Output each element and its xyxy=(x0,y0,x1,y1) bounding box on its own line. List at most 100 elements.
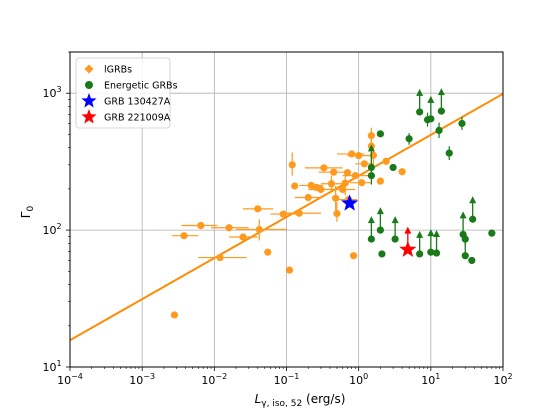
data-point-star xyxy=(341,194,359,211)
x-axis-title: Lγ, iso, 52 (erg/s) xyxy=(255,392,346,409)
lower-limit-arrow-head xyxy=(367,144,375,152)
legend-label: GRB 221009A xyxy=(104,113,171,124)
lower-limit-arrow-head xyxy=(404,226,412,234)
data-point xyxy=(343,169,352,177)
data-point xyxy=(378,250,386,258)
data-point xyxy=(255,225,263,234)
data-point xyxy=(367,172,375,180)
data-point xyxy=(216,253,224,262)
data-point xyxy=(225,224,233,232)
series-grb-221009a xyxy=(399,226,417,257)
data-point xyxy=(405,135,413,143)
lower-limit-arrow-head xyxy=(459,211,467,219)
data-point xyxy=(197,221,205,230)
series-energetic-grbs xyxy=(367,88,496,265)
data-point xyxy=(367,132,375,140)
legend-marker-circle xyxy=(85,81,93,89)
data-point xyxy=(358,179,366,187)
data-point xyxy=(391,235,399,243)
data-point xyxy=(435,126,443,134)
data-point xyxy=(348,150,356,158)
data-marks xyxy=(170,88,496,319)
data-point xyxy=(398,168,406,176)
legend-marker-star xyxy=(81,109,97,124)
data-point xyxy=(330,168,338,176)
data-point xyxy=(341,179,349,187)
lower-limit-arrow-head xyxy=(416,88,424,96)
data-point xyxy=(180,232,188,240)
data-point xyxy=(376,130,384,138)
x-tick-label: 102 xyxy=(493,372,512,387)
lower-limit-arrow-head xyxy=(433,230,441,238)
x-axis-title-unit: (erg/s) xyxy=(302,392,345,406)
data-point xyxy=(333,209,341,218)
data-point xyxy=(320,164,328,172)
data-point xyxy=(170,311,179,319)
data-point xyxy=(360,160,368,168)
data-point xyxy=(376,177,384,185)
data-point xyxy=(351,172,359,180)
data-point xyxy=(427,248,435,256)
lower-limit-arrow-head xyxy=(469,196,477,204)
data-point xyxy=(416,108,424,116)
lower-limit-arrow-head xyxy=(416,230,424,238)
data-point xyxy=(239,233,247,241)
data-point xyxy=(254,205,262,213)
legend-marker-diamond xyxy=(84,64,94,74)
y-axis-title: Γ0 xyxy=(19,206,36,219)
data-point xyxy=(279,210,287,218)
y-tick-label: 101 xyxy=(42,359,61,374)
y-tick-label: 103 xyxy=(42,85,61,100)
x-tick-label: 100 xyxy=(349,372,368,387)
x-tick-label: 10−1 xyxy=(274,372,300,387)
data-point xyxy=(416,250,424,258)
axes: 10−4 10−3 10−2 10−1 100 101 102 101 102 103 xyxy=(42,51,513,387)
data-point xyxy=(427,115,435,123)
lower-limit-arrow-head xyxy=(427,229,435,237)
legend: lGRBs Energetic GRBs GRB 130427A GRB 221009… xyxy=(75,57,178,129)
x-axis-title-subscript: γ, iso, 52 xyxy=(261,399,302,409)
data-point xyxy=(458,119,466,128)
data-point xyxy=(367,235,375,243)
data-point xyxy=(437,107,445,115)
legend-frame xyxy=(75,57,171,129)
data-point xyxy=(461,235,469,243)
data-point xyxy=(285,266,294,274)
lower-limit-arrow-head xyxy=(391,216,399,224)
data-point xyxy=(317,185,325,194)
data-point xyxy=(264,248,272,256)
data-point xyxy=(468,256,476,265)
data-point xyxy=(367,163,375,172)
data-point xyxy=(332,194,340,202)
lower-limit-arrow-head xyxy=(437,88,445,96)
data-point xyxy=(469,215,477,223)
data-point xyxy=(291,182,299,190)
lower-limit-arrow-head xyxy=(427,95,435,103)
legend-marker-star xyxy=(81,93,97,108)
y-tick-label: 102 xyxy=(42,222,61,237)
data-point xyxy=(349,252,358,260)
data-point xyxy=(389,163,397,172)
data-point xyxy=(432,249,441,257)
x-tick-label: 10−3 xyxy=(129,372,155,387)
fit-line-group xyxy=(69,92,504,342)
data-point xyxy=(288,161,296,169)
data-point xyxy=(327,180,336,188)
x-tick-label: 10−2 xyxy=(201,372,227,387)
series-grb-130427a xyxy=(341,194,359,211)
y-axis-title-symbol: Γ xyxy=(19,211,33,218)
lower-limit-arrow-head xyxy=(376,207,384,215)
fit-line xyxy=(69,92,504,342)
data-point xyxy=(295,209,303,217)
y-axis-title-subscript: 0 xyxy=(26,206,36,212)
data-point xyxy=(382,157,390,165)
data-point xyxy=(461,252,469,260)
x-tick-label: 10−4 xyxy=(57,372,83,387)
data-point xyxy=(445,149,453,157)
data-point xyxy=(355,152,363,160)
legend-label: GRB 130427A xyxy=(104,97,171,108)
data-point xyxy=(339,185,347,194)
data-point-star xyxy=(399,240,417,257)
lower-limit-arrow-head xyxy=(367,216,375,224)
